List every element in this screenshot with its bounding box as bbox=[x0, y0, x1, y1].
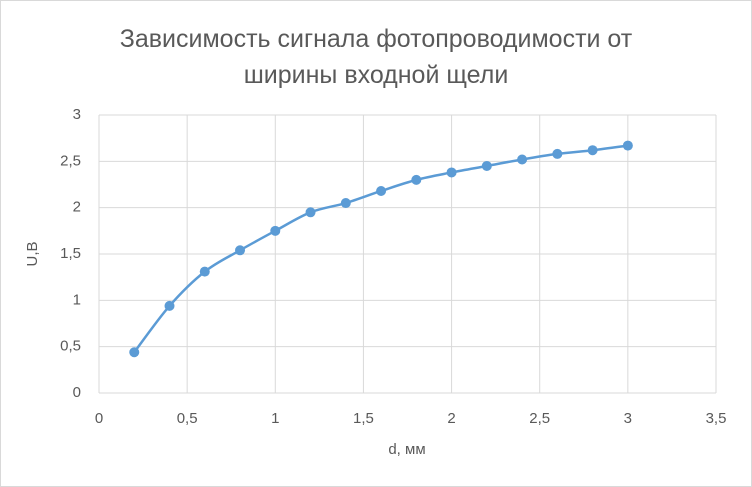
data-point bbox=[622, 140, 633, 151]
y-tick-label: 0,5 bbox=[60, 338, 81, 355]
y-tick-label: 3 bbox=[73, 106, 81, 123]
y-tick-label: 2,5 bbox=[60, 152, 81, 169]
y-tick-label: 0 bbox=[73, 384, 81, 401]
data-point bbox=[411, 174, 422, 185]
data-point bbox=[552, 148, 563, 159]
chart-title: Зависимость сигнала фотопроводимости от … bbox=[119, 25, 633, 89]
data-point bbox=[164, 300, 175, 311]
x-tick-label: 3 bbox=[624, 410, 632, 427]
x-tick-label: 0 bbox=[95, 410, 103, 427]
x-axis-label: d, мм bbox=[388, 441, 425, 458]
data-point bbox=[481, 160, 492, 171]
data-point bbox=[340, 198, 351, 209]
data-point bbox=[199, 266, 210, 277]
y-tick-label: 1,5 bbox=[60, 245, 81, 262]
data-point bbox=[446, 167, 457, 178]
data-point bbox=[270, 225, 281, 236]
x-tick-label: 1,5 bbox=[353, 410, 374, 427]
x-tick-label: 1 bbox=[271, 410, 279, 427]
y-tick-label: 2 bbox=[73, 199, 81, 216]
data-point bbox=[235, 245, 246, 256]
x-tick-label: 2,5 bbox=[529, 410, 550, 427]
data-point bbox=[587, 145, 598, 156]
x-tick-label: 2 bbox=[447, 410, 455, 427]
y-tick-label: 1 bbox=[73, 291, 81, 308]
x-tick-label: 3,5 bbox=[706, 410, 727, 427]
x-tick-label: 0,5 bbox=[177, 410, 198, 427]
data-point bbox=[376, 185, 387, 196]
data-point bbox=[305, 207, 316, 218]
series-line bbox=[133, 144, 629, 353]
data-point bbox=[129, 347, 140, 358]
data-point bbox=[517, 154, 528, 165]
y-axis-label: U,В bbox=[24, 241, 41, 266]
